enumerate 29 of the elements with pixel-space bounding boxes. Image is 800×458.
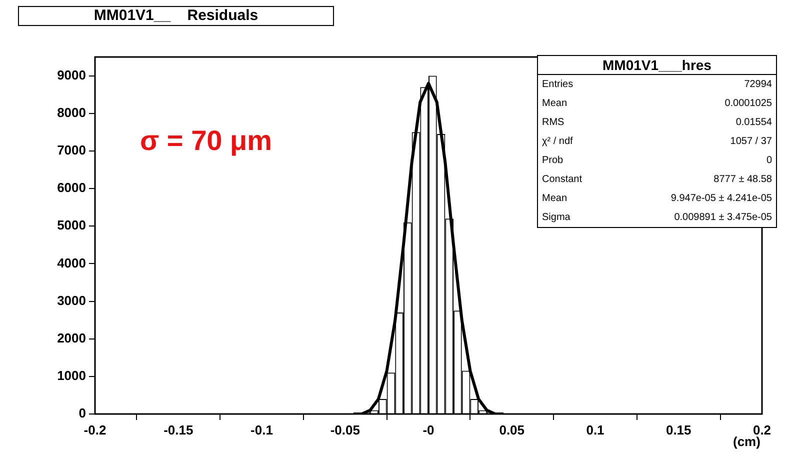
x-tick-label: -0.1 — [250, 422, 273, 438]
text: Sigma 0.009891 ± 3.475e-05 — [542, 212, 772, 223]
x-tick-label: -0.15 — [164, 422, 194, 438]
y-tick-label: 8000 — [57, 104, 86, 120]
y-tick-label: 7000 — [57, 142, 86, 158]
x-tick-label: 0.05 — [499, 422, 525, 438]
y-tick-label: 0 — [78, 406, 86, 421]
x-tick-label: -0.2 — [84, 422, 106, 438]
y-tick-label: 9000 — [57, 67, 86, 82]
text: Constant 8777 ± 48.58 — [542, 174, 772, 185]
text: RMS 0.01554 — [542, 117, 772, 128]
y-tick-label: 2000 — [57, 330, 86, 346]
y-tick-label: 1000 — [57, 368, 86, 383]
y-tick-label: 5000 — [57, 218, 86, 233]
y-tick-label: 4000 — [57, 255, 86, 270]
chart-title: MM01V1__ Residuals — [18, 6, 334, 26]
text: χ² / ndf 1057 / 37 — [542, 136, 772, 147]
text: Prob 0 — [542, 155, 772, 166]
text: Mean 9.947e-05 ± 4.241e-05 — [542, 193, 772, 204]
annotation: σ = 70 μm — [140, 125, 272, 157]
annotation: MM01V1___hres — [538, 56, 776, 75]
text: Entries 72994 — [542, 79, 772, 90]
x-tick-label: 0.1 — [586, 422, 604, 438]
text: Mean 0.0001025 — [542, 98, 772, 109]
x-tick-label: -0.05 — [330, 422, 360, 438]
y-tick-label: 6000 — [57, 180, 86, 196]
x-tick-label: 0.15 — [666, 422, 692, 438]
y-tick-label: 3000 — [57, 292, 86, 308]
x-tick-label: -0 — [422, 422, 434, 438]
